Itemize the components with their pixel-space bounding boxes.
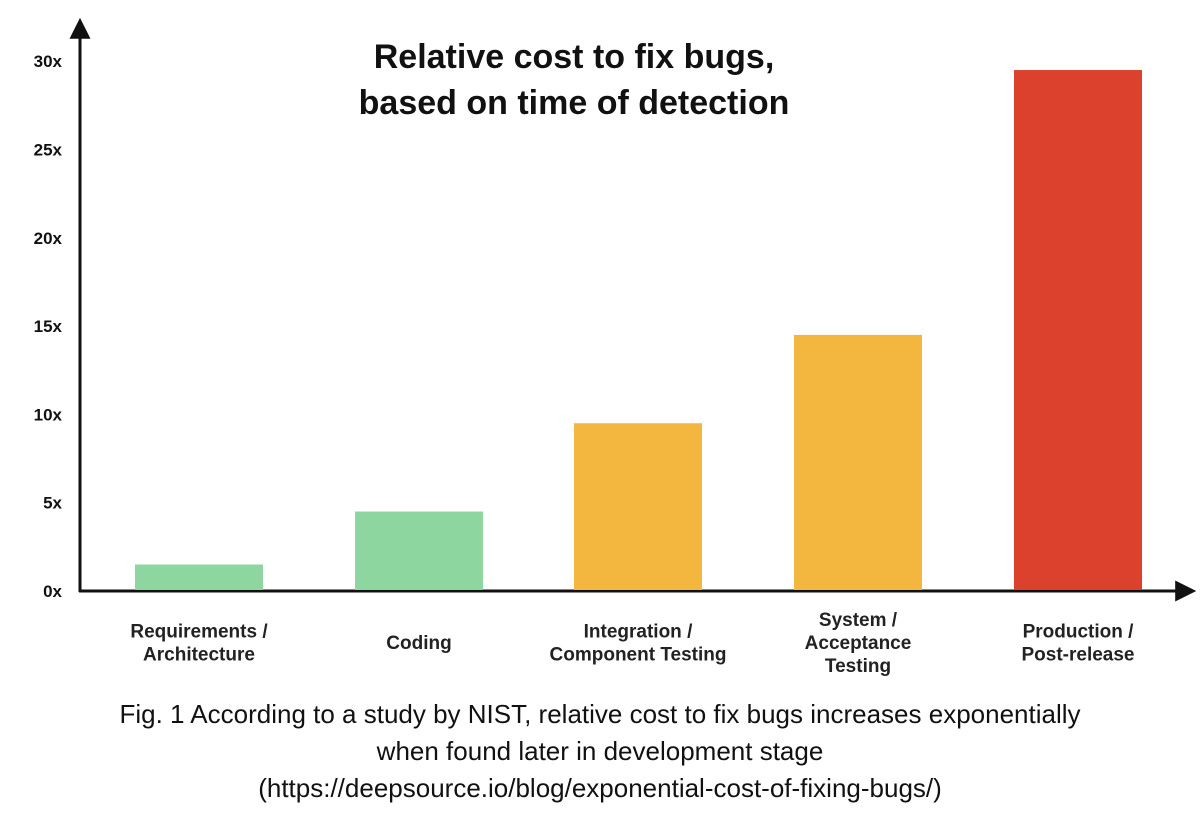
caption-line-3: (https://deepsource.io/blog/exponential-… bbox=[258, 773, 942, 803]
bar bbox=[355, 511, 483, 590]
chart-title: based on time of detection bbox=[359, 84, 790, 122]
x-category-label: Testing bbox=[825, 656, 891, 677]
bar bbox=[1014, 70, 1142, 590]
caption-line-1: Fig. 1 According to a study by NIST, rel… bbox=[119, 699, 1081, 729]
figure-caption: Fig. 1 According to a study by NIST, rel… bbox=[0, 696, 1200, 807]
x-category-label: Component Testing bbox=[550, 645, 727, 666]
y-tick-label: 15x bbox=[34, 317, 63, 336]
bar bbox=[574, 423, 702, 590]
x-category-label: Coding bbox=[386, 633, 451, 654]
x-category-label: Integration / bbox=[584, 622, 693, 643]
caption-line-2: when found later in development stage bbox=[376, 736, 824, 766]
y-tick-label: 25x bbox=[34, 141, 63, 160]
x-category-label: Acceptance bbox=[805, 633, 912, 654]
x-category-label: Production / bbox=[1023, 622, 1135, 643]
y-tick-label: 20x bbox=[34, 229, 63, 248]
x-category-label: Post-release bbox=[1021, 645, 1134, 666]
y-tick-label: 0x bbox=[43, 582, 62, 601]
x-category-label: System / bbox=[819, 610, 898, 631]
bar bbox=[794, 334, 922, 590]
bar bbox=[135, 564, 263, 590]
x-category-label: Architecture bbox=[143, 645, 255, 666]
x-category-label: Requirements / bbox=[130, 622, 268, 643]
y-tick-label: 10x bbox=[34, 405, 63, 424]
y-tick-label: 30x bbox=[34, 52, 63, 71]
bar-chart: 0x 5x 10x 15x 20x 25x 30x Requirements /Archite… bbox=[34, 17, 1197, 677]
y-tick-label: 5x bbox=[43, 494, 62, 513]
chart-title: Relative cost to fix bugs, bbox=[374, 38, 775, 76]
